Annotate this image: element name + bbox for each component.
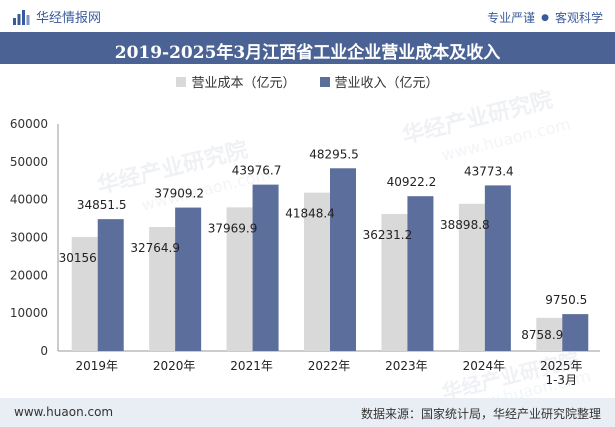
data-label-cost: 30156 <box>59 251 97 265</box>
y-tick-label: 60000 <box>10 117 48 131</box>
data-label-revenue: 34851.5 <box>77 198 127 212</box>
x-tick-label: 2019年 <box>75 359 118 373</box>
legend-item-cost[interactable]: 营业成本（亿元） <box>176 72 296 91</box>
x-tick-label: 2023年 <box>385 359 428 373</box>
legend-swatch-revenue <box>319 76 330 87</box>
tagline: 专业严谨 ● 客观科学 <box>487 9 603 26</box>
brand-name: 华经情报网 <box>36 11 102 26</box>
data-label-revenue: 40922.2 <box>387 175 437 189</box>
bar-cost <box>304 192 330 351</box>
data-label-revenue: 9750.5 <box>545 293 587 307</box>
title-bar: 2019-2025年3月江西省工业企业营业成本及收入 <box>0 32 615 64</box>
bar-revenue <box>407 196 434 351</box>
data-label-cost: 37969.9 <box>208 221 258 235</box>
data-label-revenue: 43773.4 <box>464 164 514 178</box>
x-tick-label: 2021年 <box>230 359 273 373</box>
legend-label-cost: 营业成本（亿元） <box>191 76 296 91</box>
bar-cost <box>226 207 253 351</box>
bar-cost <box>381 213 408 351</box>
bar-revenue <box>330 168 356 351</box>
y-tick-label: 20000 <box>10 268 48 282</box>
legend: 营业成本（亿元） 营业收入（亿元） <box>0 72 615 91</box>
data-label-revenue: 37909.2 <box>154 187 204 201</box>
data-label-revenue: 48295.5 <box>309 147 359 161</box>
huajing-logo-icon <box>13 9 30 25</box>
data-label-cost: 36231.2 <box>363 228 413 242</box>
brand[interactable]: 华经情报网 <box>12 7 101 26</box>
legend-label-revenue: 营业收入（亿元） <box>334 76 439 91</box>
footer: www.huaon.com 数据来源：国家统计局，华经产业研究院整理 <box>0 398 615 427</box>
bar-revenue <box>175 207 202 351</box>
bar-cost <box>536 317 563 351</box>
data-label-cost: 38898.8 <box>440 218 490 232</box>
tagline-left: 专业严谨 <box>487 11 536 25</box>
y-tick-label: 10000 <box>10 306 48 320</box>
data-label-cost: 41848.4 <box>285 207 335 221</box>
header: 华经情报网 专业严谨 ● 客观科学 <box>0 0 615 32</box>
bar-revenue <box>252 184 279 351</box>
y-tick-label: 0 <box>40 344 48 358</box>
x-tick-label: 2020年 <box>153 359 196 373</box>
bar-revenue <box>97 219 124 351</box>
tagline-right: 客观科学 <box>554 11 603 25</box>
bar-cost <box>458 203 485 351</box>
y-tick-label: 50000 <box>10 155 48 169</box>
bar-cost <box>71 236 98 351</box>
bar-revenue <box>562 314 589 351</box>
bar-chart: 0 10000 20000 30000 40000 50000 60000 30156 3276… <box>10 117 600 387</box>
bar-revenue <box>484 185 511 351</box>
chart-title: 2019-2025年3月江西省工业企业营业成本及收入 <box>114 43 501 63</box>
x-tick-label: 2025年 1-3月 <box>540 359 583 387</box>
legend-item-revenue[interactable]: 营业收入（亿元） <box>319 72 439 91</box>
legend-swatch-cost <box>176 76 187 87</box>
tagline-dot-icon: ● <box>541 12 549 23</box>
y-tick-label: 30000 <box>10 231 48 245</box>
x-tick-label: 2022年 <box>308 359 351 373</box>
data-label-cost: 8758.9 <box>521 328 563 342</box>
footer-source: 数据来源：国家统计局，华经产业研究院整理 <box>360 407 601 421</box>
footer-url[interactable]: www.huaon.com <box>14 405 114 419</box>
data-label-cost: 32764.9 <box>130 241 180 255</box>
x-tick-label: 2024年 <box>463 359 506 373</box>
bar-cost <box>149 227 176 351</box>
data-label-revenue: 43976.7 <box>232 164 282 178</box>
y-tick-label: 40000 <box>10 193 48 207</box>
